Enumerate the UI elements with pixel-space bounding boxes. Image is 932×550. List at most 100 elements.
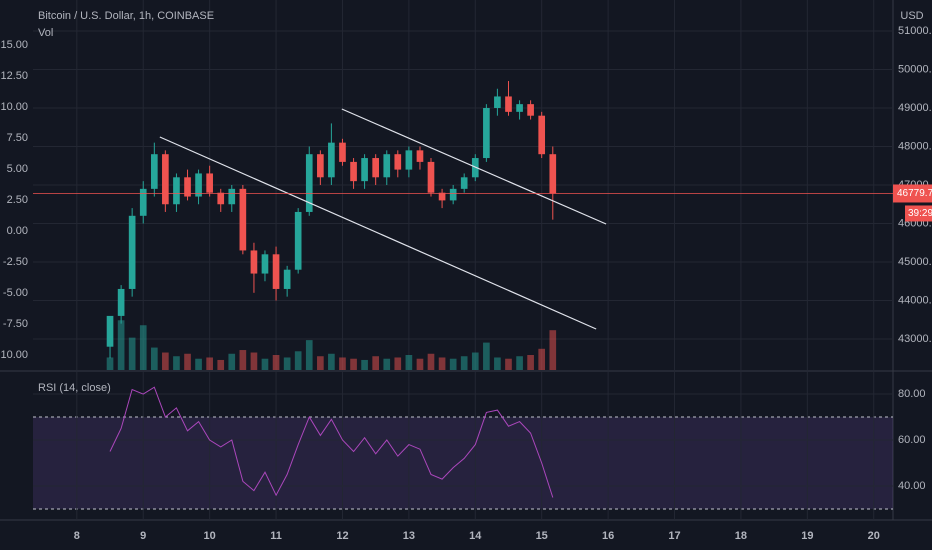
candle-body <box>339 142 346 162</box>
candle-body <box>460 177 468 189</box>
candle-body <box>173 177 180 205</box>
volume-bar <box>250 352 258 370</box>
candle-body <box>383 154 391 178</box>
y-tick-label: 43000.00 <box>898 333 932 345</box>
candle-body <box>549 154 557 194</box>
volume-label: Vol <box>38 27 53 39</box>
x-tick-label: 9 <box>140 530 146 542</box>
candle-body <box>261 254 269 274</box>
candle-body <box>372 158 379 178</box>
candle-body <box>438 192 446 201</box>
candle-body <box>350 161 357 182</box>
volume-bar <box>483 342 490 370</box>
volume-bar <box>527 354 534 370</box>
volume-bar <box>139 325 147 370</box>
volume-bar <box>494 357 501 370</box>
trendline <box>159 136 597 330</box>
left-tick-label: 15.00 <box>0 39 28 51</box>
left-tick-label: 12.50 <box>0 70 28 82</box>
left-tick-label: 7.50 <box>7 132 28 144</box>
volume-bar <box>427 353 435 370</box>
countdown-label: 39:29 <box>908 208 932 219</box>
y-tick-label: 44000.00 <box>898 294 932 306</box>
candle-body <box>449 188 457 201</box>
left-tick-label: 10.00 <box>0 101 28 113</box>
volume-bar <box>228 353 236 370</box>
volume-bar <box>151 347 158 370</box>
candle-body <box>538 115 546 155</box>
countdown-box <box>905 205 932 222</box>
candle-body <box>151 154 158 189</box>
volume-bar <box>317 356 324 370</box>
volume-bar <box>350 358 357 370</box>
candle-body <box>305 154 313 212</box>
y-tick-label: 51000.00 <box>898 25 932 37</box>
volume-bar <box>206 357 213 370</box>
rsi-band <box>33 417 893 509</box>
volume-bar <box>128 337 136 370</box>
candle-body <box>505 96 512 112</box>
volume-bar <box>372 356 379 370</box>
y-tick-label: 45000.00 <box>898 256 932 268</box>
x-tick-label: 20 <box>868 530 880 542</box>
y-tick-label: 49000.00 <box>898 102 932 114</box>
x-tick-label: 14 <box>469 530 482 542</box>
volume-bar <box>184 353 191 370</box>
volume-bar <box>438 357 446 370</box>
left-tick-label: -7.50 <box>3 318 28 330</box>
x-tick-label: 17 <box>668 530 680 542</box>
candle-body <box>294 211 302 270</box>
candle-body <box>483 107 490 159</box>
last-price-box <box>893 184 932 203</box>
volume-bar <box>339 357 346 370</box>
volume-bar <box>549 330 557 370</box>
volume-bar <box>305 340 313 370</box>
x-tick-label: 18 <box>735 530 747 542</box>
currency-label[interactable]: USD <box>900 10 923 22</box>
candle-body <box>394 154 402 170</box>
x-tick-label: 11 <box>270 530 282 542</box>
candle-body <box>117 288 125 316</box>
trendline <box>341 108 607 225</box>
volume-bar <box>283 357 291 370</box>
volume-bar <box>239 350 247 370</box>
volume-bar <box>505 358 512 370</box>
volume-bar <box>394 357 402 370</box>
y-tick-label: 80.00 <box>898 388 926 400</box>
volume-bar <box>405 354 413 370</box>
candle-body <box>184 177 191 197</box>
candle-body <box>328 142 335 178</box>
candle-body <box>494 96 501 108</box>
rsi-line <box>109 386 554 498</box>
y-tick-label: 60.00 <box>898 434 926 446</box>
volume-bar <box>460 356 468 370</box>
volume-bar <box>173 356 180 370</box>
candle-body <box>162 154 169 205</box>
candle-body <box>250 250 258 274</box>
candle-body <box>239 188 247 251</box>
candle-body <box>217 192 225 205</box>
x-tick-label: 19 <box>801 530 813 542</box>
candle-body <box>405 150 413 170</box>
volume-bar <box>261 358 269 370</box>
volume-bar <box>106 357 114 370</box>
candle-body <box>527 104 534 116</box>
volume-bar <box>383 358 391 370</box>
x-tick-label: 8 <box>74 530 80 542</box>
volume-bar <box>471 352 479 370</box>
candle-body <box>516 104 523 112</box>
candle-body <box>106 315 114 347</box>
volume-bar <box>217 359 225 370</box>
x-tick-label: 10 <box>204 530 216 542</box>
volume-bar <box>449 358 457 370</box>
candle-body <box>283 269 291 289</box>
candle-body <box>272 254 280 289</box>
candle-body <box>139 188 147 216</box>
volume-bar <box>538 348 546 370</box>
left-tick-label: -2.50 <box>3 256 28 268</box>
y-tick-label: 48000.00 <box>898 140 932 152</box>
